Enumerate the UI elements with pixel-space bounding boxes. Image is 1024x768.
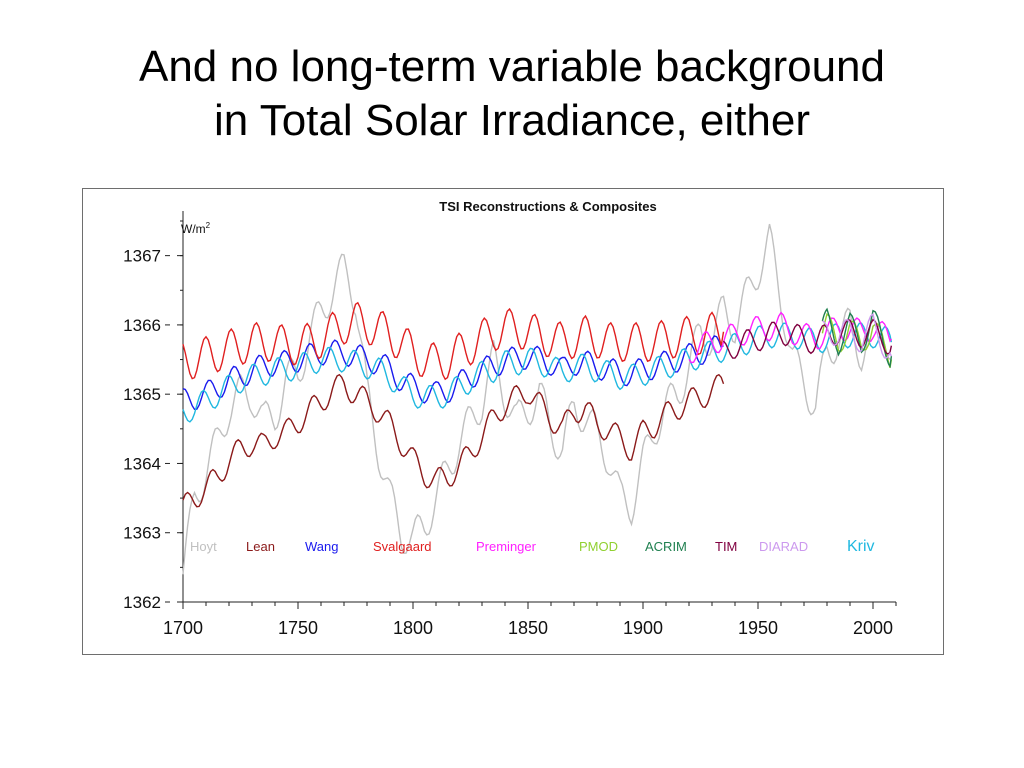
- series-line-diarad: [822, 313, 893, 359]
- legend-item-tim: TIM: [715, 539, 737, 554]
- slide-title-line-2: in Total Solar Irradiance, either: [214, 96, 810, 145]
- series-line-lean: [182, 373, 725, 508]
- chart-figure: TSI Reconstructions & Composites 1362 136…: [82, 188, 944, 655]
- chart-axes: 1362 1363 1364 1365 1366 1367 1700 1750 1800 1850…: [123, 211, 897, 638]
- series-line-svalgaard: [182, 301, 725, 381]
- x-tick-label: 1900: [623, 618, 663, 638]
- slide-title-line-1: And no long-term variable background: [138, 42, 885, 91]
- series-line-preminger: [688, 311, 892, 364]
- tsi-chart: TSI Reconstructions & Composites 1362136…: [123, 199, 897, 638]
- chart-series: [182, 223, 893, 575]
- series-line-wang: [182, 335, 724, 411]
- x-tick-label: 1700: [163, 618, 203, 638]
- x-tick-label: 1800: [393, 618, 433, 638]
- legend-item-diarad: DIARAD: [759, 539, 808, 554]
- x-tick-label: 1850: [508, 618, 548, 638]
- y-tick-label: 1363: [123, 524, 161, 543]
- y-tick-label: 1367: [123, 247, 161, 266]
- x-tick-label: 1750: [278, 618, 318, 638]
- x-tick-label: 2000: [853, 618, 893, 638]
- chart-title: TSI Reconstructions & Composites: [439, 199, 656, 214]
- legend-item-preminger: Preminger: [476, 539, 537, 554]
- y-tick-label: 1364: [123, 454, 161, 473]
- chart-legend: Hoyt Lean Wang Svalgaard Preminger PMOD ACRIM T…: [190, 538, 875, 555]
- series-line-kriv: [182, 322, 893, 423]
- legend-item-svalgaard: Svalgaard: [373, 539, 432, 554]
- y-unit-label: W/m2: [181, 221, 211, 236]
- y-tick-label: 1366: [123, 316, 161, 335]
- series-line-acrim: [821, 307, 893, 369]
- legend-item-pmod: PMOD: [579, 539, 618, 554]
- series-line-hoyt: [182, 223, 892, 575]
- legend-item-kriv: Kriv: [847, 538, 875, 555]
- legend-item-hoyt: Hoyt: [190, 539, 217, 554]
- legend-item-acrim: ACRIM: [645, 539, 687, 554]
- slide-title: And no long-term variable background in …: [0, 40, 1024, 148]
- legend-item-lean: Lean: [246, 539, 275, 554]
- legend-item-wang: Wang: [305, 539, 338, 554]
- y-tick-label: 1362: [123, 593, 161, 612]
- y-unit-superscript: 2: [206, 221, 211, 230]
- y-tick-label: 1365: [123, 385, 161, 404]
- series-line-tim: [722, 318, 893, 359]
- x-tick-label: 1950: [738, 618, 778, 638]
